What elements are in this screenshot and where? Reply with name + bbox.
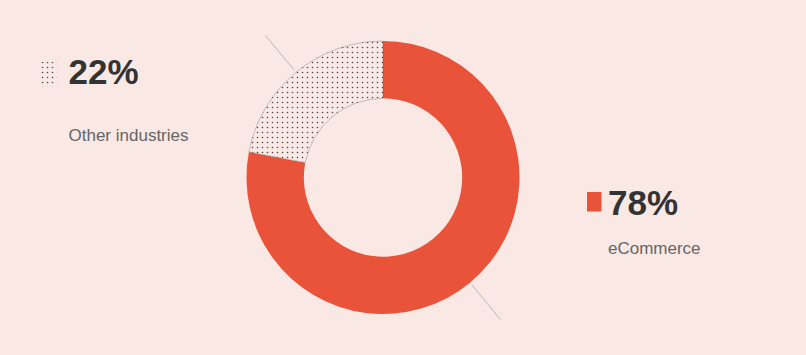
legend-swatch	[39, 62, 57, 87]
donut	[246, 41, 519, 314]
leader-line	[266, 36, 295, 71]
chart-svg: 78% eCommerce 22% Other industries	[0, 0, 806, 355]
category-label: eCommerce	[608, 239, 701, 258]
chart-container: 78% eCommerce 22% Other industries	[0, 0, 806, 355]
percent-label: 22%	[69, 52, 139, 91]
donut-slice	[249, 41, 383, 163]
donut-slice	[246, 41, 519, 314]
legend-swatch	[587, 192, 602, 212]
leader-line	[472, 285, 501, 320]
percent-label: 78%	[608, 183, 678, 222]
background	[0, 0, 806, 355]
category-label: Other industries	[69, 126, 189, 145]
